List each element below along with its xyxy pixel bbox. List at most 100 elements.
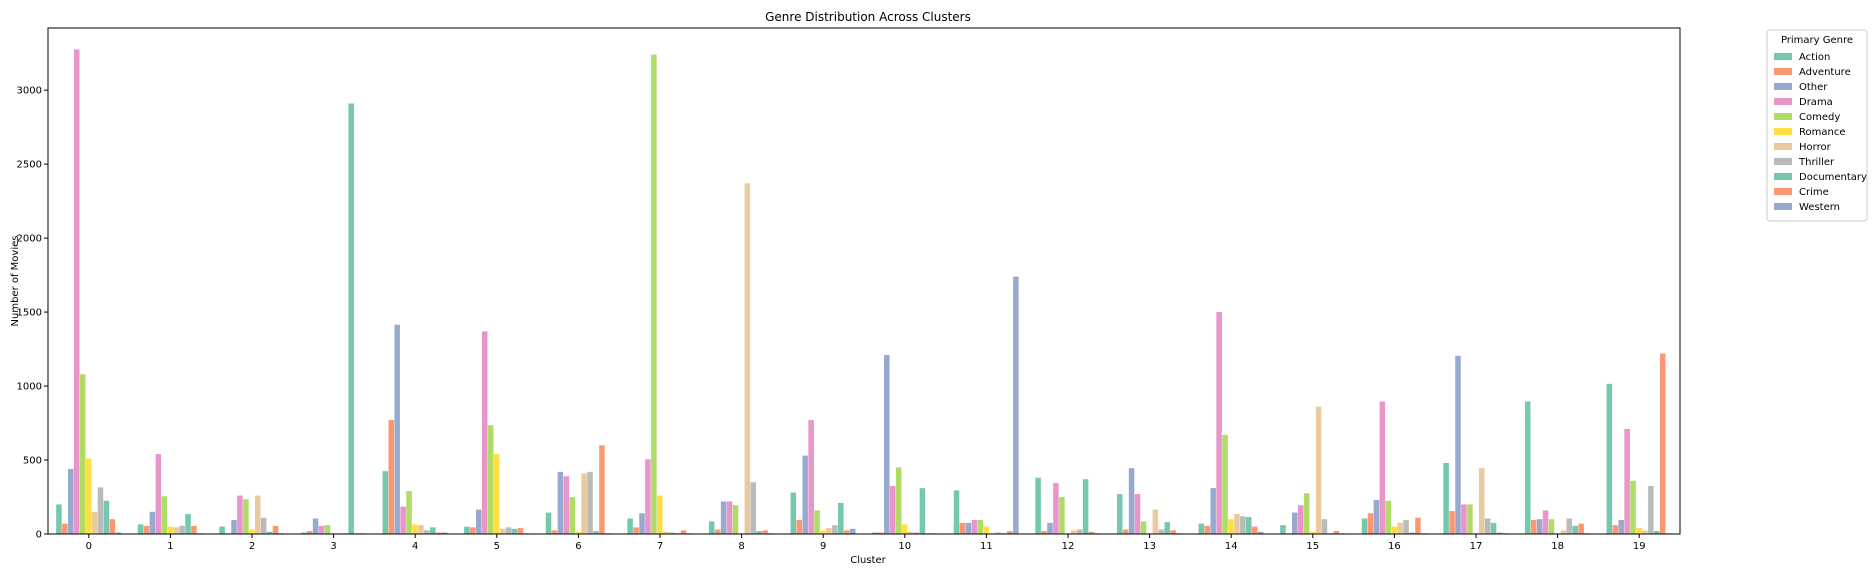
bar-thriller-cluster-13: [1158, 529, 1165, 534]
bar-thriller-cluster-2: [260, 517, 267, 534]
bar-western-cluster-14: [1257, 531, 1264, 534]
bars-group: [56, 49, 1672, 535]
x-axis: 0 1 2 3 4 5 6 7 8 9 10 11 12 13 14 15 16 17 18 19: [86, 534, 1646, 552]
bar-documentary-cluster-1: [185, 514, 191, 534]
legend-title: Primary Genre: [1781, 35, 1853, 46]
bar-romance-cluster-10: [901, 524, 908, 534]
bar-horror-cluster-13: [1152, 509, 1159, 534]
bar-comedy-cluster-15: [1303, 493, 1310, 534]
bar-thriller-cluster-18: [1566, 518, 1573, 534]
bar-comedy-cluster-2: [243, 499, 249, 534]
bar-documentary-cluster-8: [756, 531, 762, 534]
bar-other-cluster-17: [1455, 355, 1461, 534]
bar-comedy-cluster-7: [651, 54, 657, 534]
bar-romance-cluster-4: [412, 524, 418, 534]
bar-western-cluster-9: [849, 528, 856, 534]
bar-crime-cluster-13: [1170, 530, 1176, 534]
bar-other-cluster-4: [394, 324, 400, 534]
x-tick-label: 16: [1388, 541, 1401, 552]
bar-horror-cluster-19: [1642, 530, 1648, 534]
bar-action-cluster-17: [1443, 462, 1449, 534]
bar-adventure-cluster-10: [878, 532, 884, 534]
bar-thriller-cluster-7: [668, 532, 675, 534]
bar-comedy-cluster-6: [569, 497, 576, 534]
bar-crime-cluster-9: [843, 530, 850, 534]
bar-crime-cluster-5: [517, 528, 524, 534]
bar-romance-cluster-16: [1391, 526, 1397, 534]
legend-label-action: Action: [1799, 52, 1830, 63]
plot-frame: [47, 27, 1681, 535]
bar-comedy-cluster-13: [1140, 521, 1147, 534]
bar-other-cluster-15: [1292, 512, 1298, 534]
bar-documentary-cluster-3: [348, 103, 354, 535]
y-axis-label: Number of Movies: [10, 236, 21, 327]
bar-horror-cluster-14: [1234, 514, 1240, 534]
bar-romance-cluster-0: [85, 458, 92, 534]
bar-thriller-cluster-11: [995, 532, 1001, 534]
bar-horror-cluster-8: [744, 183, 751, 534]
bar-action-cluster-16: [1361, 518, 1368, 534]
legend-swatch-crime: [1774, 188, 1792, 195]
bar-action-cluster-9: [790, 492, 797, 534]
bar-action-cluster-15: [1280, 525, 1286, 534]
bar-comedy-cluster-3: [324, 525, 331, 534]
bar-horror-cluster-1: [173, 527, 179, 534]
x-tick-label: 11: [980, 541, 993, 552]
bar-action-cluster-8: [708, 521, 715, 534]
y-tick-label: 0: [36, 530, 42, 541]
bar-other-cluster-13: [1128, 468, 1135, 534]
bar-romance-cluster-19: [1636, 528, 1642, 534]
bar-crime-cluster-17: [1496, 532, 1503, 534]
bar-comedy-cluster-9: [814, 510, 820, 534]
bar-drama-cluster-6: [563, 476, 570, 534]
bar-thriller-cluster-16: [1403, 519, 1409, 534]
bar-horror-cluster-10: [907, 531, 914, 534]
legend: Primary Genre Action Adventure Other Drama Co…: [1766, 29, 1868, 222]
x-tick-label: 19: [1633, 541, 1646, 552]
bar-drama-cluster-10: [889, 485, 896, 534]
legend-label-crime: Crime: [1799, 187, 1829, 198]
x-tick-label: 6: [575, 541, 581, 552]
bar-action-cluster-14: [1198, 523, 1205, 534]
bar-documentary-cluster-18: [1572, 525, 1578, 534]
legend-label-romance: Romance: [1799, 127, 1845, 138]
bar-adventure-cluster-14: [1204, 525, 1211, 534]
bar-documentary-cluster-14: [1246, 516, 1252, 534]
x-tick-label: 18: [1551, 541, 1564, 552]
bar-other-cluster-8: [720, 501, 727, 534]
bar-adventure-cluster-11: [959, 522, 966, 534]
bar-crime-cluster-7: [680, 530, 687, 534]
bar-other-cluster-0: [68, 468, 74, 534]
bar-other-cluster-16: [1373, 499, 1380, 534]
bar-documentary-cluster-16: [1409, 532, 1415, 534]
bar-romance-cluster-15: [1309, 531, 1316, 534]
y-tick-label: 2000: [17, 234, 42, 245]
bar-thriller-cluster-9: [832, 525, 838, 534]
x-tick-label: 14: [1225, 541, 1238, 552]
legend-label-western: Western: [1799, 202, 1840, 213]
bar-thriller-cluster-10: [913, 532, 920, 534]
bar-drama-cluster-11: [971, 519, 978, 534]
bar-thriller-cluster-8: [750, 482, 757, 534]
bar-documentary-cluster-0: [103, 500, 110, 534]
bar-thriller-cluster-4: [424, 530, 430, 534]
bar-comedy-cluster-4: [406, 491, 412, 534]
bar-horror-cluster-17: [1478, 468, 1485, 534]
bar-action-cluster-12: [1035, 477, 1041, 534]
x-tick-label: 13: [1143, 541, 1156, 552]
bar-action-cluster-19: [1606, 383, 1613, 534]
bar-action-cluster-7: [627, 518, 633, 534]
bar-action-cluster-18: [1524, 401, 1531, 534]
bar-crime-cluster-18: [1578, 523, 1584, 534]
bar-documentary-cluster-4: [430, 527, 436, 534]
bar-thriller-cluster-14: [1240, 516, 1246, 534]
bar-comedy-cluster-1: [161, 496, 168, 534]
bar-horror-cluster-15: [1315, 406, 1322, 534]
bar-other-cluster-2: [231, 519, 237, 534]
legend-swatch-romance: [1774, 128, 1792, 135]
bar-drama-cluster-19: [1624, 428, 1630, 534]
bar-drama-cluster-3: [318, 525, 325, 534]
bar-adventure-cluster-17: [1449, 511, 1455, 534]
bar-thriller-cluster-17: [1484, 518, 1491, 534]
y-tick-label: 500: [23, 456, 42, 467]
